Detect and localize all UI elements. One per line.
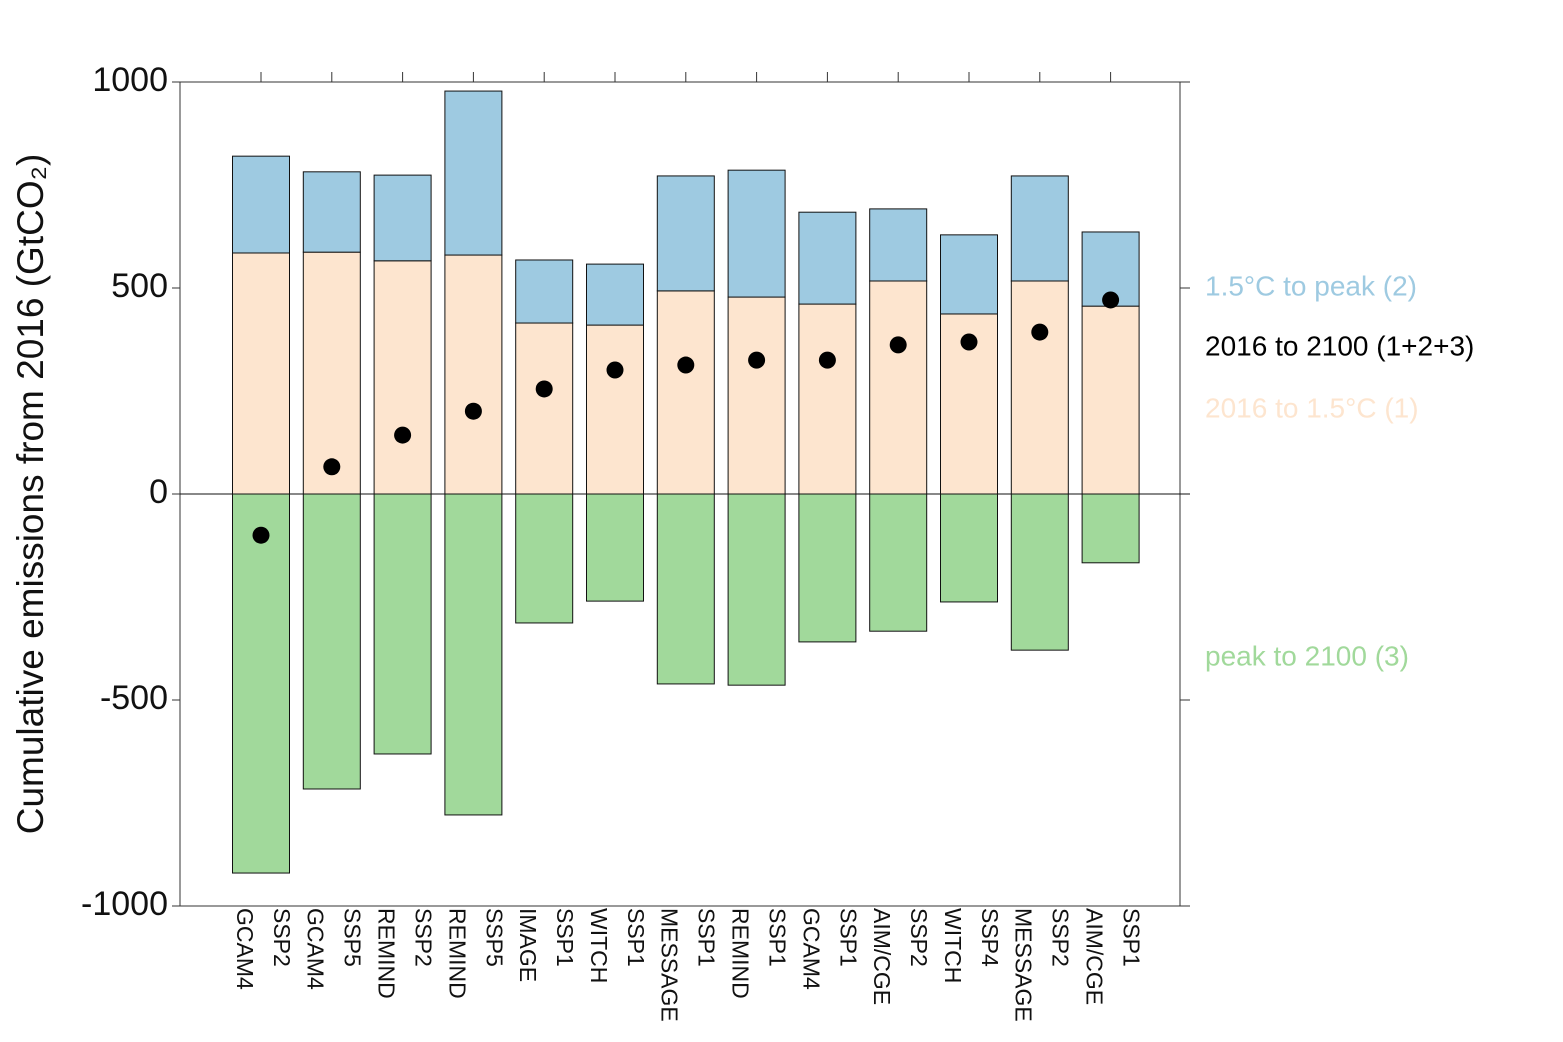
total-dot	[606, 361, 624, 379]
bar-segment	[940, 493, 998, 603]
bar-segment	[727, 169, 786, 298]
bar-segment	[798, 303, 857, 495]
x-tick-label: SSP2	[906, 908, 932, 967]
bar-segment	[586, 263, 644, 326]
x-tick-label: SSP1	[835, 908, 861, 967]
bar-segment	[656, 493, 715, 685]
x-tick-label: WITCH	[940, 908, 966, 983]
legend-label: peak to 2100 (3)	[1205, 640, 1409, 671]
total-dot	[818, 351, 836, 369]
bar-segment	[444, 254, 503, 495]
x-tick-label: REMIND	[728, 908, 754, 999]
total-dot	[252, 526, 270, 544]
x-tick-label: AIM/CGE	[1082, 908, 1108, 1005]
bar-segment	[869, 208, 928, 282]
total-dot	[748, 351, 766, 369]
bar-segment	[1010, 493, 1069, 651]
bar-segment	[727, 296, 786, 495]
bar-segment	[373, 174, 432, 262]
x-tick-label: SSP1	[694, 908, 720, 967]
y-tick-label: 0	[149, 473, 168, 511]
bar-segment	[302, 251, 361, 495]
legend-label: 1.5°C to peak (2)	[1205, 270, 1417, 301]
total-dot	[394, 426, 412, 444]
bar-segment	[1010, 280, 1069, 495]
x-tick-label: WITCH	[586, 908, 612, 983]
bar-segment	[232, 252, 290, 495]
bar-segment	[1081, 305, 1140, 495]
x-tick-label: GCAM4	[303, 908, 329, 990]
bar-segment	[373, 260, 432, 495]
y-tick-label: 500	[111, 267, 168, 305]
bar-segment	[940, 234, 998, 315]
legend-label: 2016 to 2100 (1+2+3)	[1205, 330, 1474, 361]
total-dot	[464, 402, 482, 420]
bar-segment	[798, 211, 857, 305]
bar-segment	[656, 175, 715, 292]
bar-segment	[656, 290, 715, 495]
x-tick-label: GCAM4	[798, 908, 824, 990]
bar-segment	[869, 493, 928, 632]
bar-segment	[586, 324, 644, 495]
x-tick-label: SSP2	[411, 908, 437, 967]
bar-segment	[302, 493, 361, 790]
total-dot	[889, 336, 907, 354]
x-tick-label: SSP1	[623, 908, 649, 967]
bar-segment	[727, 493, 786, 686]
bar-segment	[232, 155, 290, 254]
bar-segment	[444, 90, 503, 256]
bar-segment	[515, 322, 574, 495]
x-tick-label: GCAM4	[232, 908, 258, 990]
x-tick-label: MESSAGE	[657, 908, 683, 1022]
y-tick-label: -1000	[81, 885, 168, 923]
bar-segment	[232, 493, 290, 874]
x-tick-label: SSP4	[977, 908, 1003, 967]
bar-segment	[302, 171, 361, 253]
bar-segment	[869, 280, 928, 495]
x-tick-label: AIM/CGE	[869, 908, 895, 1005]
x-tick-label: SSP1	[1119, 908, 1145, 967]
y-axis-title: Cumulative emissions from 2016 (GtCO₂)	[10, 154, 51, 835]
bar-segment	[515, 493, 574, 624]
bar-segment	[798, 493, 857, 643]
x-tick-label: IMAGE	[515, 908, 541, 982]
x-tick-label: REMIND	[444, 908, 470, 999]
x-tick-label: SSP2	[1048, 908, 1074, 967]
total-dot	[535, 380, 553, 398]
legend-label: 2016 to 1.5°C (1)	[1205, 392, 1419, 423]
total-dot	[1102, 291, 1120, 309]
total-dot	[323, 458, 341, 476]
bar-segment	[515, 259, 574, 324]
y-tick-label: 1000	[92, 61, 168, 99]
total-dot	[677, 356, 695, 374]
total-dot	[960, 333, 978, 351]
x-tick-label: SSP1	[765, 908, 791, 967]
bar-segment	[1010, 175, 1069, 282]
x-tick-label: MESSAGE	[1011, 908, 1037, 1022]
total-dot	[1031, 323, 1049, 341]
x-tick-label: SSP1	[552, 908, 578, 967]
bar-segment	[444, 493, 503, 816]
bar-segment	[373, 493, 432, 755]
bar-segment	[1081, 493, 1140, 564]
x-tick-label: REMIND	[374, 908, 400, 999]
x-tick-label: SSP5	[340, 908, 366, 967]
y-tick-label: -500	[100, 679, 168, 717]
x-tick-label: SSP2	[269, 908, 295, 967]
bar-segment	[586, 493, 644, 602]
x-tick-label: SSP5	[481, 908, 507, 967]
